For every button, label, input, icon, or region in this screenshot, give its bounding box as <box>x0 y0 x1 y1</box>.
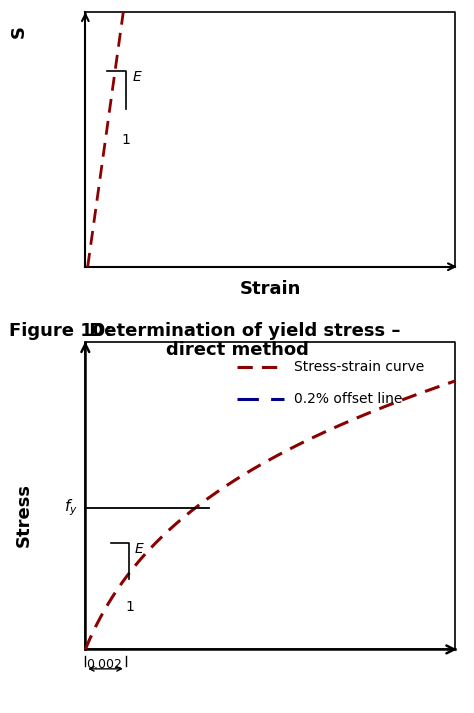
Text: Figure 10:: Figure 10: <box>9 322 113 340</box>
Text: E: E <box>135 542 144 555</box>
Text: Strain: Strain <box>239 279 301 298</box>
Text: S: S <box>10 25 28 38</box>
Text: $f_y$: $f_y$ <box>64 498 78 518</box>
Text: 0.002: 0.002 <box>86 658 122 671</box>
Text: Stress: Stress <box>15 483 33 547</box>
Text: E: E <box>133 70 141 84</box>
Text: Stress-strain curve: Stress-strain curve <box>294 360 424 374</box>
Text: 1: 1 <box>121 133 130 148</box>
Text: 1: 1 <box>125 600 134 614</box>
Text: Determination of yield stress –: Determination of yield stress – <box>83 322 401 340</box>
Text: 0.2% offset line: 0.2% offset line <box>294 391 402 406</box>
Text: direct method: direct method <box>165 341 309 359</box>
